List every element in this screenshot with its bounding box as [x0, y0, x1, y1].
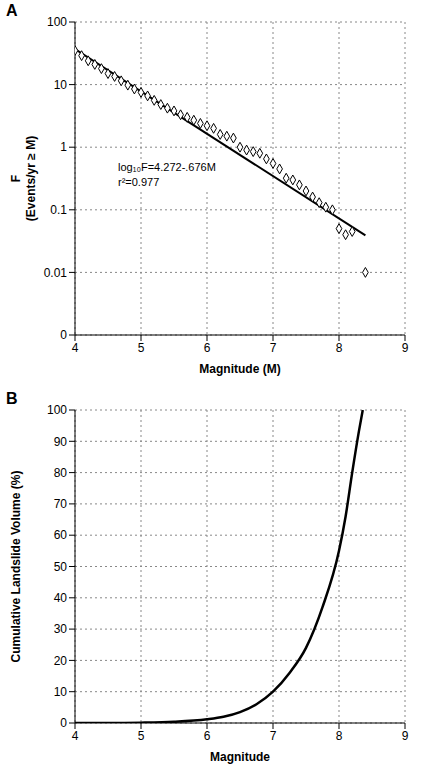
svg-text:6: 6: [204, 341, 211, 355]
svg-text:8: 8: [336, 729, 343, 743]
svg-text:90: 90: [54, 435, 68, 449]
svg-text:4: 4: [72, 729, 79, 743]
svg-text:0.1: 0.1: [50, 203, 67, 217]
svg-text:20: 20: [54, 654, 68, 668]
svg-text:50: 50: [54, 560, 68, 574]
svg-text:9: 9: [402, 729, 409, 743]
svg-text:5: 5: [138, 341, 145, 355]
svg-text:Magnitude (M): Magnitude (M): [199, 362, 280, 376]
svg-text:Magnitude: Magnitude: [210, 750, 270, 764]
svg-text:70: 70: [54, 497, 68, 511]
svg-text:30: 30: [54, 622, 68, 636]
svg-text:0: 0: [60, 328, 67, 342]
svg-text:100: 100: [47, 15, 67, 29]
svg-text:5: 5: [138, 729, 145, 743]
html-text:log₁₀F=4.272-.676M: log₁₀F=4.272-.676M: [118, 161, 216, 173]
svg-text:7: 7: [270, 729, 277, 743]
svg-text:F: F: [9, 175, 23, 182]
svg-text:80: 80: [54, 466, 68, 480]
svg-text:10: 10: [54, 685, 68, 699]
svg-text:60: 60: [54, 528, 68, 542]
svg-text:0: 0: [60, 716, 67, 730]
svg-text:6: 6: [204, 729, 211, 743]
svg-text:0.01: 0.01: [44, 266, 68, 280]
svg-text:10: 10: [54, 78, 68, 92]
html-text:A: A: [6, 2, 18, 19]
svg-text:7: 7: [270, 341, 277, 355]
svg-text:4: 4: [72, 341, 79, 355]
svg-text:100: 100: [47, 403, 67, 417]
svg-text:40: 40: [54, 591, 68, 605]
svg-text:9: 9: [402, 341, 409, 355]
html-text:B: B: [6, 390, 18, 407]
svg-text:8: 8: [336, 341, 343, 355]
svg-text:(Events/yr ≥ M): (Events/yr ≥ M): [24, 136, 38, 221]
svg-text:Cumulative Landslide Volume (%: Cumulative Landslide Volume (%): [9, 471, 23, 663]
svg-text:1: 1: [60, 140, 67, 154]
html-text:r²=0.977: r²=0.977: [118, 176, 160, 188]
